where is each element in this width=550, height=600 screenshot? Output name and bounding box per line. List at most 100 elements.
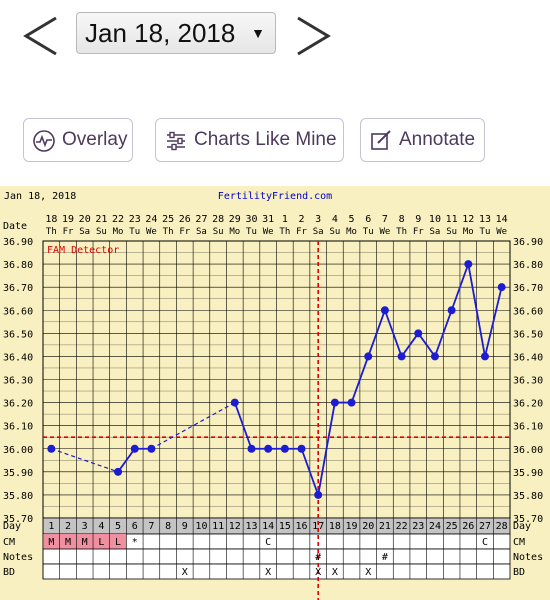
cm-row-label: CM	[3, 537, 15, 548]
date-label: 8	[399, 214, 405, 225]
chart-site-name: FertilityFriend.com	[218, 191, 332, 202]
day-row-label-right: Day	[513, 521, 531, 532]
weekday-label: Su	[329, 227, 340, 237]
y-tick-label-left: 36.30	[3, 376, 33, 387]
weekday-label: Fr	[179, 227, 190, 237]
overlay-button[interactable]: Overlay	[23, 118, 133, 162]
weekday-label: Th	[46, 227, 57, 237]
weekday-label: Sa	[313, 227, 324, 237]
date-label: 10	[429, 214, 441, 225]
day-cell-value: 11	[212, 521, 224, 532]
temperature-segment-dashed	[51, 448, 119, 473]
date-label: 13	[479, 214, 491, 225]
bd-cell-value: X	[182, 567, 188, 578]
day-row-label: Day	[3, 521, 21, 532]
temperature-segment	[434, 309, 453, 357]
temperature-point	[364, 352, 373, 361]
cm-cell-value: *	[132, 537, 138, 548]
day-cell-value: 12	[229, 521, 241, 532]
temperature-segment	[400, 332, 419, 357]
temperature-point	[464, 260, 473, 269]
day-cell-value: 19	[346, 521, 358, 532]
temperature-segment	[117, 448, 136, 473]
day-cell-value: 26	[462, 521, 474, 532]
coverline-group	[43, 241, 510, 600]
notes-row-label: Notes	[3, 552, 33, 563]
chevron-right-icon[interactable]	[290, 10, 334, 60]
sliders-icon	[167, 131, 185, 151]
weekday-label: Mo	[113, 227, 124, 237]
y-tick-label-left: 36.80	[3, 260, 33, 271]
day-cell-value: 7	[148, 521, 154, 532]
day-cell-value: 17	[312, 521, 324, 532]
temperature-point	[247, 444, 256, 453]
date-label: 27	[195, 214, 207, 225]
day-cell-value: 25	[446, 521, 458, 532]
y-tick-label-left: 36.90	[3, 237, 33, 248]
y-tick-label-right: 36.10	[513, 422, 543, 433]
temperature-segment	[350, 356, 370, 403]
date-label: 6	[365, 214, 371, 225]
weekday-label: Su	[213, 227, 224, 237]
caret-down-icon: ▼	[251, 25, 265, 41]
date-label: 26	[179, 214, 191, 225]
temperature-segment	[467, 263, 486, 357]
y-tick-label-left: 36.70	[3, 283, 33, 294]
cm-cell-value: L	[98, 537, 104, 548]
date-select[interactable]: Jan 18, 2018 ▼	[76, 12, 276, 54]
notes-cell-value: #	[382, 552, 388, 563]
day-cell-value: 14	[262, 521, 274, 532]
day-cell-value: 28	[496, 521, 508, 532]
notes-row-label-right: Notes	[513, 552, 543, 563]
y-tick-label-right: 35.70	[513, 514, 543, 525]
date-label: 2	[299, 214, 305, 225]
chevron-left-icon[interactable]	[20, 10, 64, 60]
date-label: 24	[145, 214, 157, 225]
temperature-point	[380, 306, 389, 315]
day-cell-value: 18	[329, 521, 341, 532]
y-tick-label-right: 36.60	[513, 306, 543, 317]
temperature-point	[314, 490, 323, 499]
day-cell-value: 3	[82, 521, 88, 532]
cm-cell-value: L	[115, 537, 121, 548]
temperature-point	[347, 398, 356, 407]
bd-row-label: BD	[3, 567, 15, 578]
weekday-label: Th	[279, 227, 290, 237]
charts-like-mine-button[interactable]: Charts Like Mine	[155, 118, 344, 162]
day-cell-value: 23	[412, 521, 424, 532]
weekday-label: Tu	[129, 227, 140, 237]
weekday-label: Su	[446, 227, 457, 237]
bd-cell-value: X	[315, 567, 321, 578]
weekday-label: Mo	[229, 227, 240, 237]
temperature-segment	[484, 286, 503, 357]
temperature-point	[480, 352, 489, 361]
day-cell-value: 2	[65, 521, 71, 532]
weekday-label: Fr	[413, 227, 424, 237]
day-cell-value: 21	[379, 521, 391, 532]
temperature-point	[447, 306, 456, 315]
bd-cell-value: X	[365, 567, 371, 578]
day-cell-value: 6	[132, 521, 138, 532]
weekday-label: Mo	[463, 227, 474, 237]
weekday-label: We	[146, 227, 157, 237]
y-tick-label-left: 35.90	[3, 468, 33, 479]
date-label: 31	[262, 214, 274, 225]
y-tick-label-right: 36.00	[513, 445, 543, 456]
overlay-icon	[33, 130, 55, 152]
y-tick-label-left: 36.00	[3, 445, 33, 456]
temperature-point	[264, 444, 273, 453]
temperature-segment	[384, 309, 403, 357]
temperature-point	[114, 467, 123, 476]
day-cell-value: 9	[182, 521, 188, 532]
weekday-label: Tu	[246, 227, 257, 237]
y-tick-label-right: 36.30	[513, 376, 543, 387]
temperature-point	[430, 352, 439, 361]
bbt-chart: Jan 18, 2018 FertilityFriend.com 36.90 36…	[0, 186, 550, 600]
y-tick-label-right: 36.70	[513, 283, 543, 294]
temperature-series	[47, 260, 506, 499]
date-label: 3	[315, 214, 321, 225]
charts-like-mine-button-label: Charts Like Mine	[194, 129, 337, 150]
annotate-button[interactable]: Annotate	[360, 118, 485, 162]
temperature-point	[330, 398, 339, 407]
y-tick-label-left: 35.80	[3, 491, 33, 502]
